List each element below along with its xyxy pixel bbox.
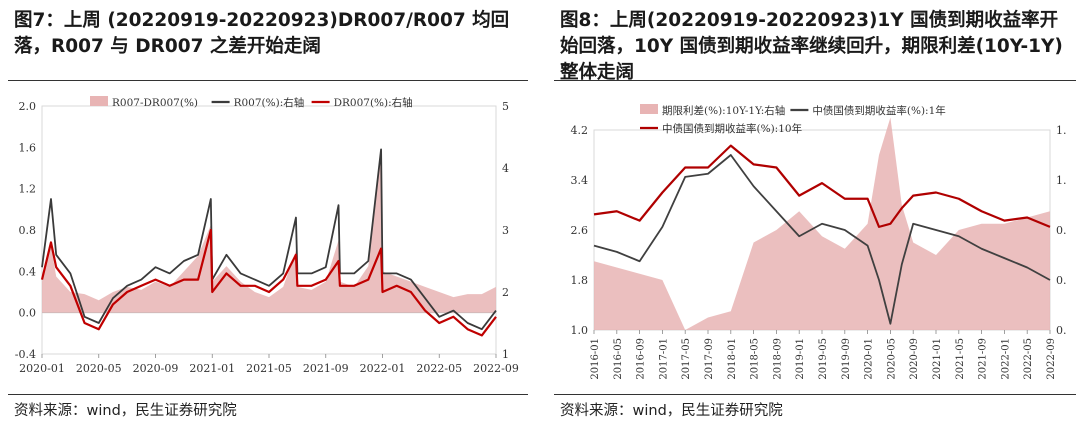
fig8-x-tick-label: 2018-05 <box>750 338 761 380</box>
fig7-plot-frame <box>41 105 497 355</box>
figure-8-panel: 图8：上周(20220919-20220923)1Y 国债到期收益率开始回落，1… <box>546 0 1080 427</box>
fig7-right-tick-label: 5 <box>502 100 509 113</box>
fig7-x-tick-label: 2022-05 <box>416 362 462 375</box>
fig7-left-tick-label: 1.2 <box>19 183 37 196</box>
figure-8-source: 资料来源：wind，民生证券研究院 <box>560 403 783 419</box>
fig7-legend-label: DR007(%):右轴 <box>334 96 413 109</box>
fig7-left-tick-label: 0.8 <box>19 224 37 237</box>
fig7-left-tick-label: 1.6 <box>19 141 37 154</box>
fig8-x-tick-label: 2016-01 <box>590 338 601 380</box>
figure-7-bottom-rule <box>8 394 528 395</box>
fig8-x-tick-label: 2018-09 <box>772 338 783 380</box>
fig8-x-tick-label: 2018-01 <box>727 338 738 380</box>
fig7-x-tick-label: 2021-05 <box>246 362 292 375</box>
fig8-x-tick-label: 2017-05 <box>681 338 692 380</box>
fig7-x-tick-label: 2022-01 <box>360 362 406 375</box>
fig7-series-2-line <box>40 228 497 337</box>
fig8-x-tick-label: 2019-05 <box>818 338 829 380</box>
fig8-right-tick-label: 1. <box>1056 124 1067 137</box>
fig7-legend-swatch <box>90 96 108 106</box>
fig7-x-tick-label: 2020-05 <box>76 362 122 375</box>
fig8-right-tick-label: 0. <box>1056 224 1067 237</box>
fig8-right-tick-label: 0. <box>1056 324 1067 337</box>
fig7-x-tick-label: 2021-09 <box>303 362 349 375</box>
fig8-series-0-area <box>594 117 1050 330</box>
fig8-x-tick-label: 2017-09 <box>704 338 715 380</box>
fig7-x-tick-label: 2022-09 <box>473 362 519 375</box>
fig8-series-2-line <box>593 144 1051 228</box>
fig8-right-tick-label: 0. <box>1056 274 1067 287</box>
fig8-legend-swatch <box>640 104 658 114</box>
fig7-right-tick-label: 3 <box>502 224 509 237</box>
fig7-left-tick-label: 0.4 <box>19 265 37 278</box>
figure-7-title: 图7：上周 (20220919-20220923)DR007/R007 均回落，… <box>14 10 510 57</box>
fig8-x-tick-label: 2022-09 <box>1046 338 1057 380</box>
fig8-x-tick-label: 2021-09 <box>978 338 989 380</box>
fig8-legend-label: 期限利差(%):10Y-1Y:右轴 <box>662 104 785 117</box>
figure-8-chart: 1.0 1.8 2.6 3.4 4.2 0. 0. 0. 1. 1. 2016-01 2016-05 2… <box>571 104 1067 380</box>
fig7-right-tick-label: 2 <box>502 286 509 299</box>
fig7-left-tick-label: -0.4 <box>15 348 36 361</box>
fig7-right-tick-label: 1 <box>502 348 509 361</box>
fig7-left-tick-label: 0.0 <box>19 307 37 320</box>
fig8-left-tick-label: 1.8 <box>571 274 589 287</box>
figure-8-top-rule <box>554 80 1076 81</box>
fig7-x-tick-label: 2020-09 <box>133 362 179 375</box>
fig7-series-0-area <box>42 152 496 313</box>
fig8-x-tick-label: 2016-05 <box>613 338 624 380</box>
fig8-x-tick-label: 2020-09 <box>909 338 920 380</box>
fig8-legend-label: 中债国债到期收益率(%):1年 <box>812 104 945 117</box>
fig8-x-tick-label: 2019-09 <box>841 338 852 380</box>
fig7-series-1-line <box>41 148 497 331</box>
fig8-series-1-line <box>593 154 1051 325</box>
fig8-x-tick-label: 2021-05 <box>955 338 966 380</box>
figure-7-source: 资料来源：wind，民生证券研究院 <box>14 403 237 419</box>
figure-7-top-rule <box>8 80 528 81</box>
fig8-x-tick-label: 2020-05 <box>886 338 897 380</box>
fig8-x-tick-label: 2020-01 <box>864 338 875 380</box>
fig8-legend-label: 中债国债到期收益率(%):10年 <box>662 122 802 135</box>
fig7-right-tick-label: 4 <box>502 162 509 175</box>
fig7-legend-label: R007(%):右轴 <box>234 96 305 109</box>
fig7-legend-label: R007-DR007(%) <box>112 97 198 109</box>
fig8-x-tick-label: 2022-01 <box>1000 338 1011 380</box>
fig8-x-tick-label: 2017-01 <box>658 338 669 380</box>
figure-7-panel: 图7：上周 (20220919-20220923)DR007/R007 均回落，… <box>0 0 532 427</box>
fig8-x-tick-label: 2021-01 <box>932 338 943 380</box>
fig8-x-tick-label: 2019-01 <box>795 338 806 380</box>
fig8-left-tick-label: 1.0 <box>571 324 589 337</box>
figure-8-title: 图8：上周(20220919-20220923)1Y 国债到期收益率开始回落，1… <box>560 10 1063 83</box>
fig8-left-tick-label: 3.4 <box>571 174 589 187</box>
figure-7-chart: -0.4 0.0 0.4 0.8 1.2 1.6 2.0 1 2 3 4 5 2020-01 2020-0… <box>15 96 519 375</box>
fig7-x-tick-label: 2020-01 <box>19 362 65 375</box>
fig8-left-tick-label: 4.2 <box>571 124 589 137</box>
fig8-x-tick-label: 2016-09 <box>636 338 647 380</box>
fig7-left-tick-label: 2.0 <box>19 100 37 113</box>
fig8-right-tick-label: 1. <box>1056 174 1067 187</box>
fig8-left-tick-label: 2.6 <box>571 224 589 237</box>
figure-8-bottom-rule <box>554 394 1076 395</box>
fig7-x-tick-label: 2021-01 <box>189 362 235 375</box>
fig8-x-tick-label: 2022-05 <box>1023 338 1034 380</box>
